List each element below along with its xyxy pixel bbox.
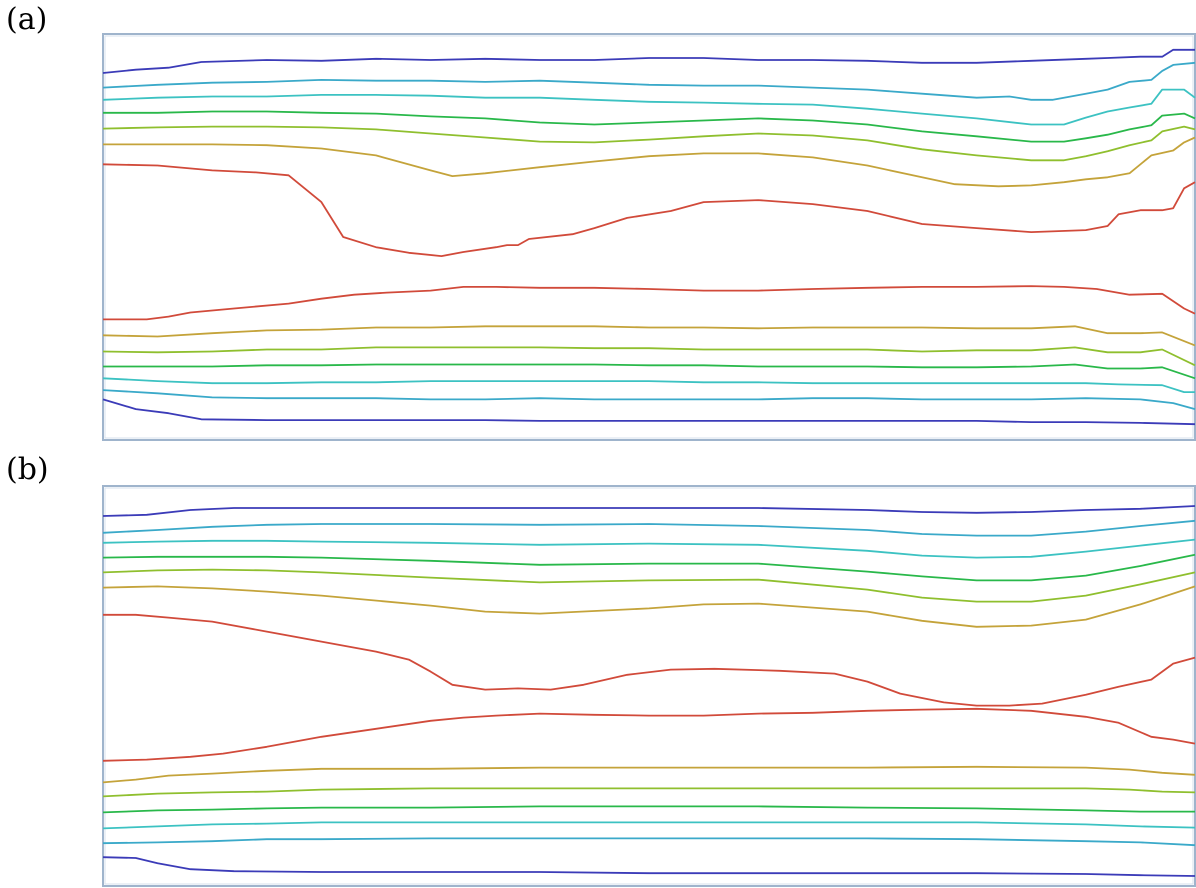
contour-line-11 [103,363,1196,380]
contour-line-4 [102,553,1196,582]
contour-line-8 [103,285,1196,321]
contour-line-5 [102,568,1196,603]
contour-line-13 [102,837,1196,847]
plot-frame [102,485,1196,887]
contour-line-4 [103,110,1196,143]
plot-frame-inner [104,487,1194,885]
contour-line-6 [102,585,1196,628]
contour-line-10 [102,787,1196,798]
contour-line-2 [102,61,1196,101]
contour-line-7 [102,163,1196,258]
contour-line-9 [102,325,1196,347]
contour-line-14 [102,856,1196,877]
contour-plot-a [102,33,1196,441]
contour-line-11 [102,805,1195,814]
plot-frame-inner [104,35,1194,439]
panel-label-a: (a) [6,2,48,37]
contour-plot-b [102,485,1196,887]
contour-line-12 [102,821,1196,830]
contour-line-2 [102,519,1196,537]
contour-line-1 [102,505,1196,517]
contour-line-8 [102,707,1196,762]
contour-line-7 [103,613,1196,707]
contour-line-5 [102,125,1196,162]
contour-line-14 [102,398,1196,426]
panel-label-b: (b) [6,452,49,487]
contour-line-1 [102,48,1195,74]
plot-frame [102,33,1196,441]
contour-line-10 [102,346,1196,367]
contour-line-9 [102,765,1196,784]
contour-line-6 [103,136,1196,188]
contour-line-12 [102,377,1195,394]
contour-line-3 [102,538,1196,559]
contour-line-13 [102,389,1196,410]
contour-line-3 [102,88,1196,126]
